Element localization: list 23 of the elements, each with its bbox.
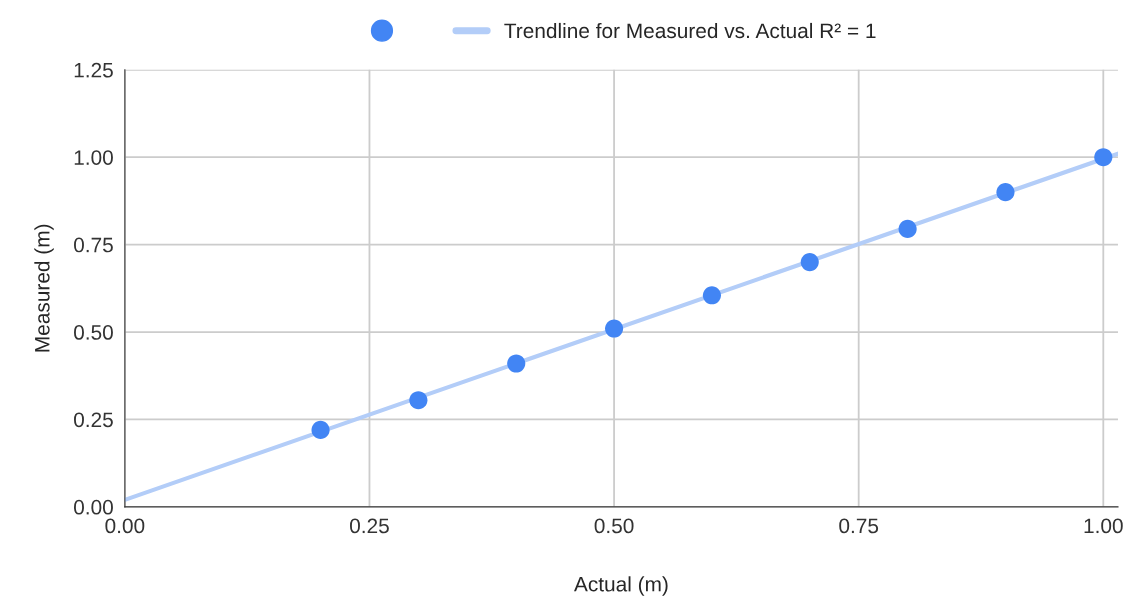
x-tick-label: 0.50 xyxy=(594,518,634,534)
point xyxy=(605,319,624,338)
y-tick-label: 0.75 xyxy=(74,237,113,253)
x-tick-label: 0.00 xyxy=(105,518,145,534)
y-tick-label: 0.25 xyxy=(74,412,113,428)
y-tick-label: 1.00 xyxy=(74,150,113,165)
y-tick-label: 0.00 xyxy=(74,499,113,515)
legend-label: Trendline for Measured vs. Actual R² = 1 xyxy=(504,22,876,39)
point xyxy=(800,253,819,272)
point xyxy=(311,420,330,439)
x-tick-label: 0.75 xyxy=(839,518,879,534)
point xyxy=(1094,148,1113,167)
y-tick-label: 0.50 xyxy=(74,325,113,340)
x-tick-label: 0.25 xyxy=(350,518,389,534)
y-axis-title: Measured (m) xyxy=(34,224,54,352)
x-tick-label: 1.00 xyxy=(1084,518,1123,534)
x-axis-title: Actual (m) xyxy=(574,576,668,596)
point xyxy=(507,354,526,373)
point xyxy=(996,183,1015,202)
point xyxy=(702,286,721,305)
point xyxy=(898,219,917,238)
y-tick-label: 1.25 xyxy=(74,62,113,78)
point xyxy=(409,391,428,410)
